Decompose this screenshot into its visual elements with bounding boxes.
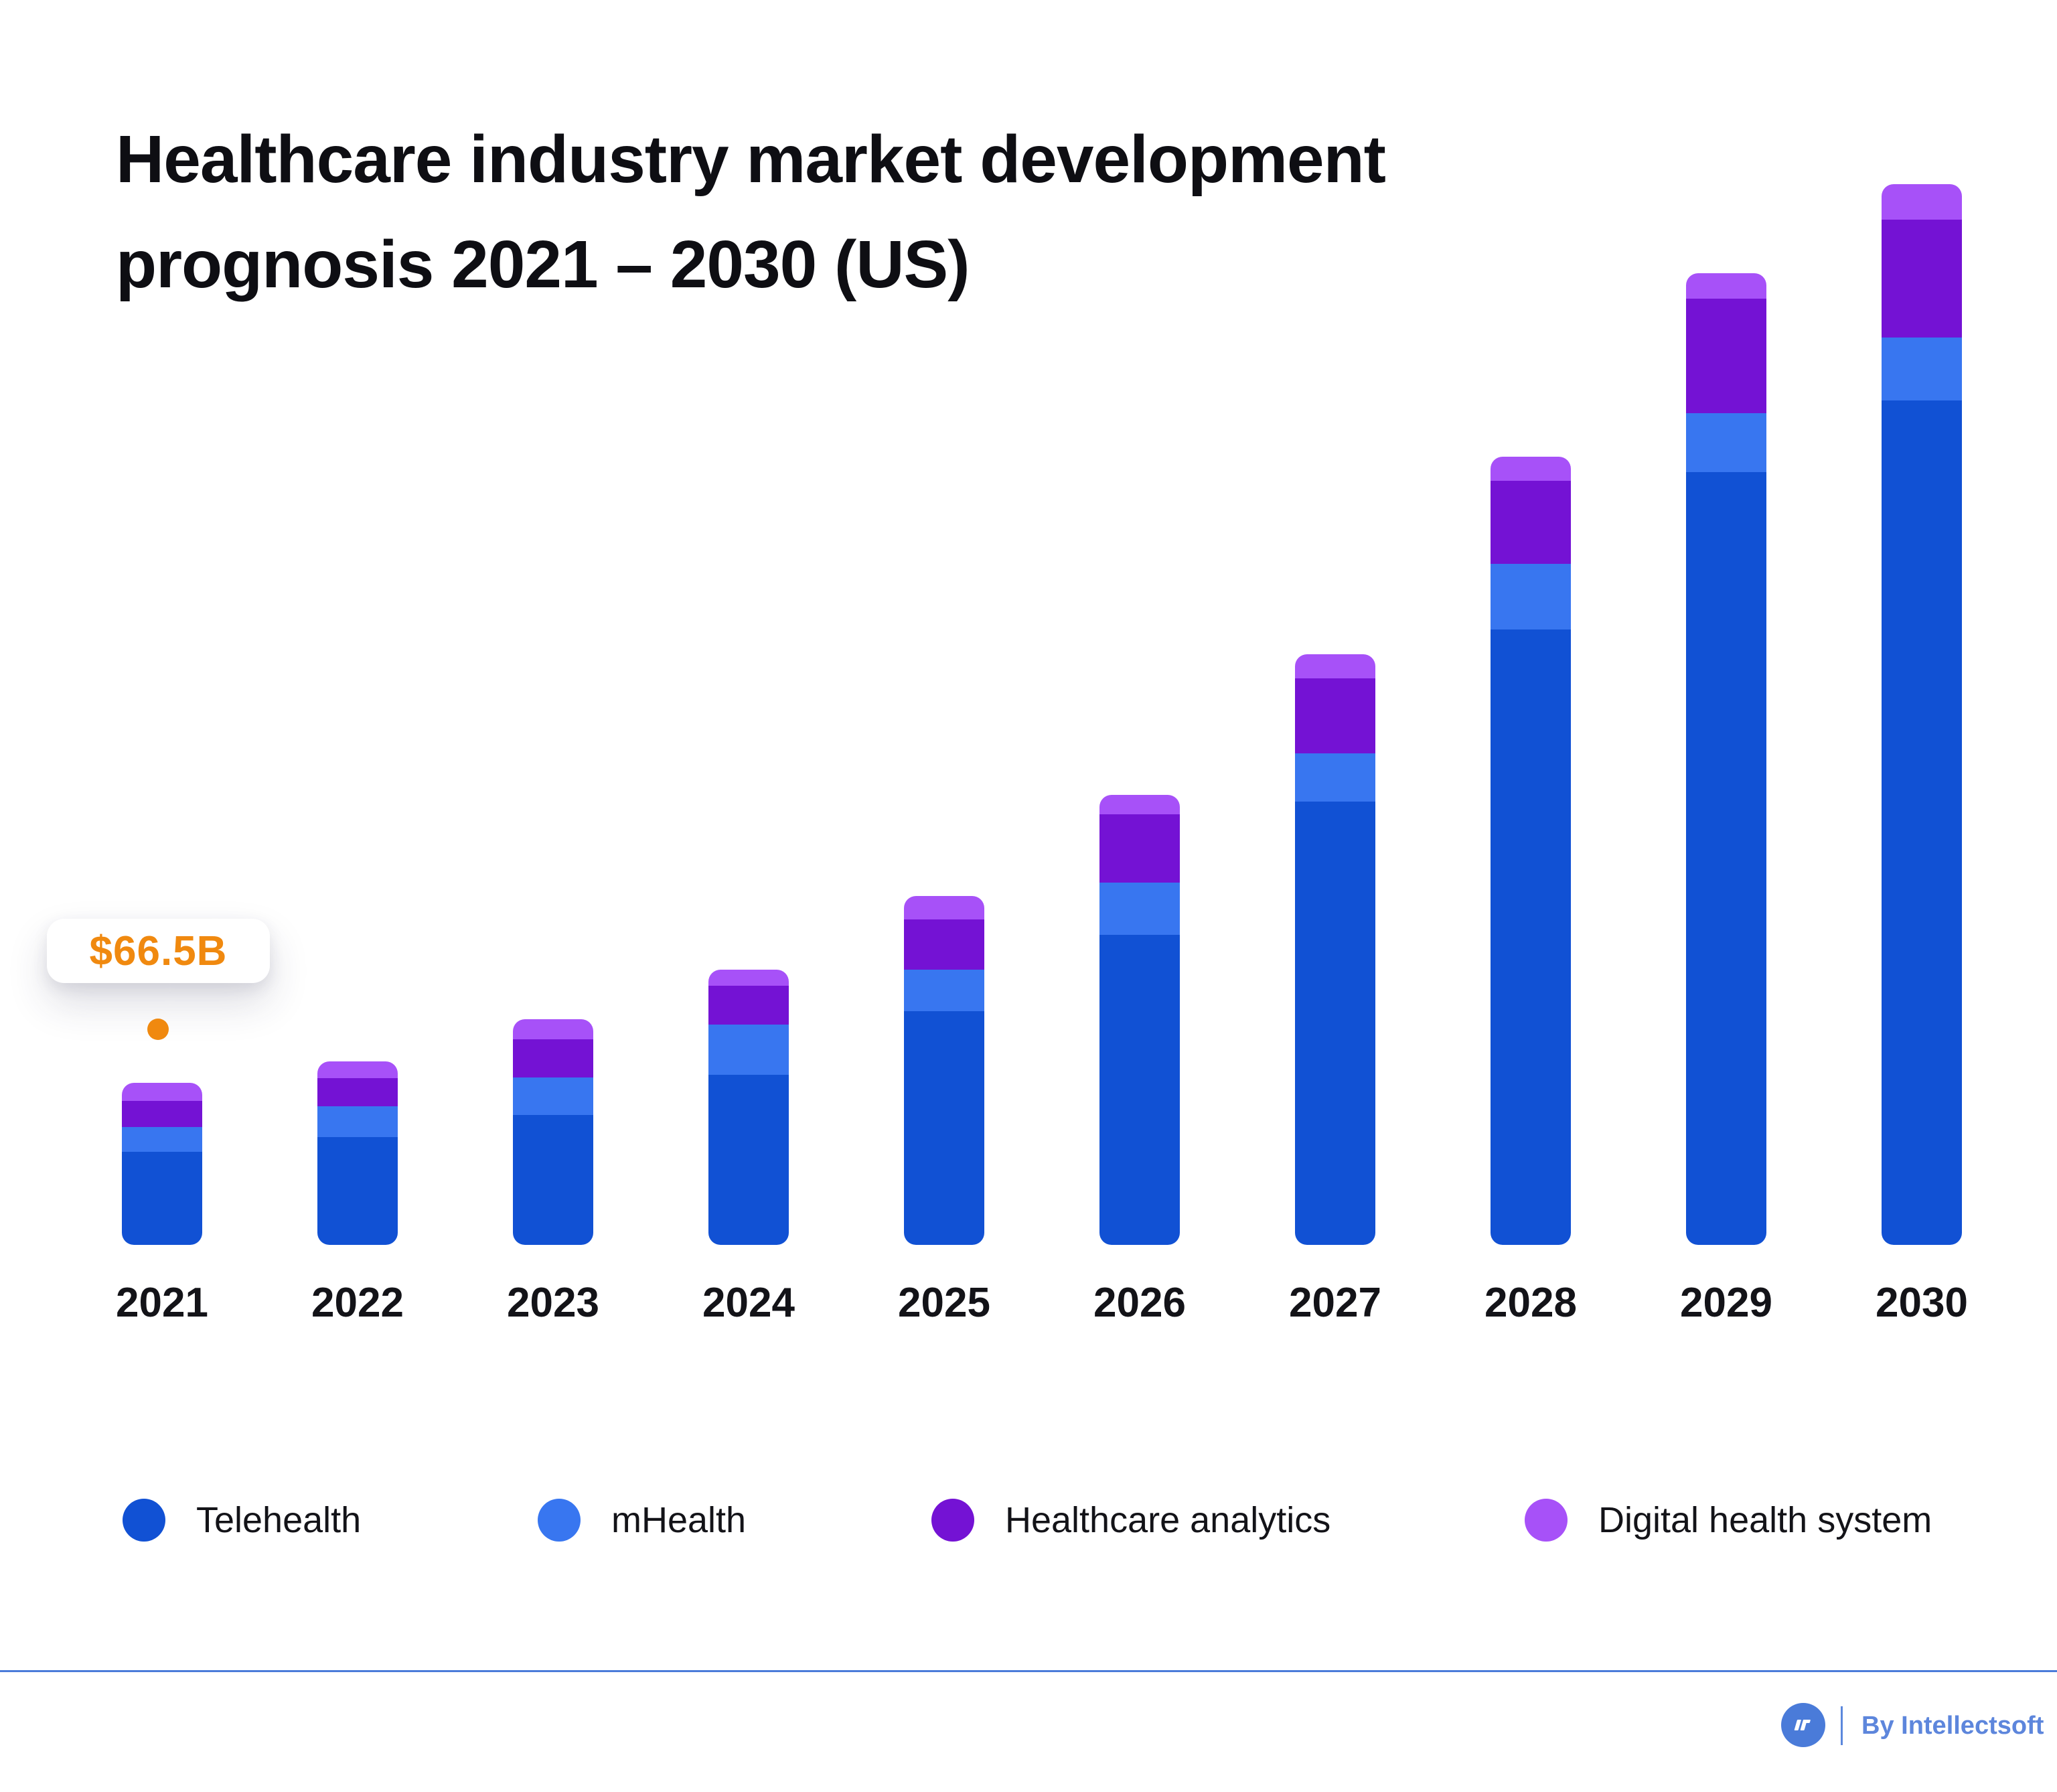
segment-healthcare-analytics <box>1295 678 1375 753</box>
segment-mhealth <box>1882 338 1962 401</box>
x-axis-label-2022: 2022 <box>311 1280 404 1326</box>
legend-item-mhealth: mHealth <box>538 1499 746 1542</box>
logo-glyph <box>1794 1720 1811 1730</box>
stacked-bar-2029 <box>1686 273 1766 1245</box>
chart-title-line1: Healthcare industry market development <box>116 122 1386 197</box>
value-callout: $66.5B <box>47 919 270 983</box>
segment-mhealth <box>513 1077 593 1115</box>
segment-digital-health-system <box>513 1019 593 1039</box>
stacked-bar-2028 <box>1491 457 1571 1245</box>
stacked-bar-2030 <box>1882 184 1962 1245</box>
stacked-bar-2023 <box>513 1019 593 1245</box>
segment-digital-health-system <box>317 1061 398 1079</box>
segment-healthcare-analytics <box>708 986 789 1025</box>
segment-healthcare-analytics <box>904 919 984 970</box>
segment-telehealth <box>1882 400 1962 1245</box>
footer-vertical-separator <box>1841 1706 1843 1745</box>
legend-item-telehealth: Telehealth <box>123 1499 361 1542</box>
segment-digital-health-system <box>1099 795 1180 815</box>
stacked-bar-2026 <box>1099 795 1180 1245</box>
segment-mhealth <box>1099 883 1180 936</box>
segment-healthcare-analytics <box>317 1078 398 1107</box>
callout-dot <box>147 1019 169 1040</box>
legend-label: mHealth <box>611 1500 747 1540</box>
x-axis-label-2027: 2027 <box>1289 1280 1381 1326</box>
segment-telehealth <box>317 1137 398 1245</box>
segment-digital-health-system <box>904 896 984 920</box>
segment-healthcare-analytics <box>1099 814 1180 883</box>
segment-mhealth <box>122 1126 202 1152</box>
segment-mhealth <box>904 970 984 1012</box>
segment-telehealth <box>904 1011 984 1245</box>
legend-color-dot <box>931 1499 974 1542</box>
segment-digital-health-system <box>1491 457 1571 481</box>
stacked-bar-2025 <box>904 896 984 1245</box>
segment-telehealth <box>1686 472 1766 1245</box>
stacked-bar-2027 <box>1295 654 1375 1245</box>
segment-digital-health-system <box>708 970 789 986</box>
legend-label: Telehealth <box>196 1500 362 1540</box>
stacked-bar-2022 <box>317 1061 398 1245</box>
segment-mhealth <box>1491 564 1571 630</box>
segment-telehealth <box>513 1114 593 1245</box>
segment-telehealth <box>708 1075 789 1245</box>
segment-healthcare-analytics <box>1686 299 1766 413</box>
legend-color-dot <box>1525 1499 1568 1542</box>
legend-label: Healthcare analytics <box>1005 1500 1331 1540</box>
segment-mhealth <box>317 1106 398 1137</box>
stacked-bar-2021 <box>122 1083 202 1245</box>
segment-healthcare-analytics <box>1491 481 1571 565</box>
callout-value-label: $66.5B <box>89 927 228 974</box>
segment-healthcare-analytics <box>513 1039 593 1077</box>
segment-digital-health-system <box>1295 654 1375 678</box>
stacked-bar-2024 <box>708 970 789 1245</box>
x-axis-label-2021: 2021 <box>116 1280 208 1326</box>
segment-healthcare-analytics <box>1882 220 1962 338</box>
chart-title-line2: prognosis 2021 – 2030 (US) <box>116 227 970 302</box>
bar-chart-plot <box>122 184 1962 1245</box>
intellectsoft-logo-icon <box>1781 1703 1825 1747</box>
segment-digital-health-system <box>1686 273 1766 299</box>
legend-color-dot <box>123 1499 165 1542</box>
segment-telehealth <box>1295 802 1375 1245</box>
segment-mhealth <box>1295 753 1375 802</box>
chart-title: Healthcare industry market development p… <box>116 107 1386 317</box>
footer-credit-text: By Intellectsoft <box>1861 1712 2044 1740</box>
segment-mhealth <box>708 1025 789 1075</box>
segment-healthcare-analytics <box>122 1100 202 1127</box>
x-axis-label-2025: 2025 <box>898 1280 990 1326</box>
x-axis-label-2030: 2030 <box>1876 1280 1968 1326</box>
x-axis-label-2023: 2023 <box>507 1280 599 1326</box>
legend-color-dot <box>538 1499 581 1542</box>
segment-digital-health-system <box>122 1083 202 1101</box>
segment-telehealth <box>122 1151 202 1245</box>
segment-mhealth <box>1686 413 1766 473</box>
footer-divider-line <box>0 1670 2057 1672</box>
legend-item-digital-health-system: Digital health system <box>1525 1499 1932 1542</box>
segment-telehealth <box>1099 935 1180 1245</box>
legend-item-healthcare-analytics: Healthcare analytics <box>931 1499 1330 1542</box>
x-axis-label-2029: 2029 <box>1680 1280 1772 1326</box>
x-axis-label-2028: 2028 <box>1484 1280 1577 1326</box>
x-axis-label-2024: 2024 <box>702 1280 795 1326</box>
x-axis-label-2026: 2026 <box>1093 1280 1186 1326</box>
segment-telehealth <box>1491 629 1571 1245</box>
legend-label: Digital health system <box>1598 1500 1932 1540</box>
segment-digital-health-system <box>1882 184 1962 220</box>
